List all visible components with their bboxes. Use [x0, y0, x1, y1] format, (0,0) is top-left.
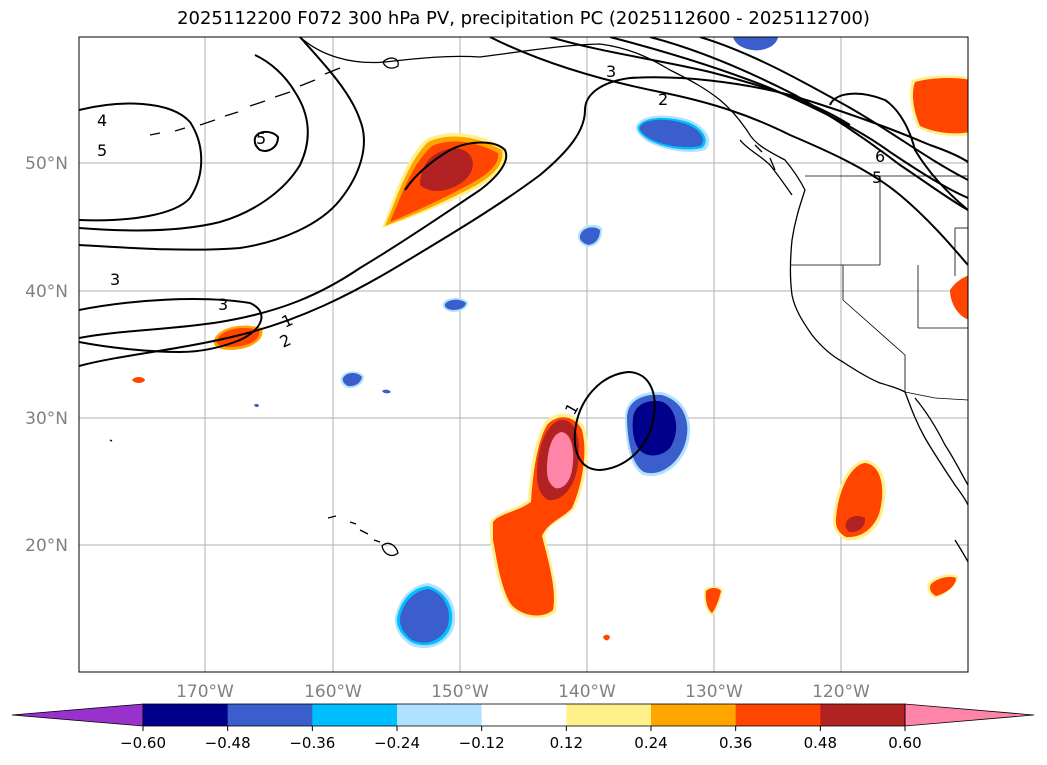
- pv-contour-4: [79, 54, 309, 232]
- colorbar-segment: [735, 704, 821, 726]
- colorbar-tick-label: 0.60: [888, 734, 921, 752]
- colorbar-ticks: −0.60 −0.48 −0.36 −0.24 −0.12 0.12 0.24 0.36 0.4…: [120, 726, 922, 752]
- colorbar-extend-low: [11, 703, 144, 727]
- coastline-small-island: [109, 439, 113, 442]
- colorbar: −0.60 −0.48 −0.36 −0.24 −0.12 0.12 0.24 0.36 0.4…: [11, 703, 1035, 752]
- lat-label-30n: 30°N: [25, 409, 68, 429]
- colorbar-segment: [820, 704, 906, 726]
- contour-label-5-inner: 5: [256, 129, 266, 148]
- colorbar-tick-label: −0.36: [289, 734, 335, 752]
- pv-contour-5: [79, 102, 203, 222]
- contour-label-3-southern: 3: [218, 295, 228, 314]
- colorbar-segment: [397, 704, 483, 726]
- anomaly-positive-pacific-nw: [950, 275, 968, 320]
- lon-label-140w: 140°W: [558, 682, 616, 702]
- pv-contour-6-east: [829, 92, 968, 211]
- pv-contours: [79, 37, 968, 472]
- colorbar-tick-label: 0.12: [550, 734, 583, 752]
- coastline-hawaii-main: [327, 515, 399, 557]
- colorbar-segments: [11, 703, 1035, 727]
- contour-label-5-west: 5: [97, 141, 107, 160]
- colorbar-tick-label: 0.48: [804, 734, 837, 752]
- pv-contour-3-southern: [79, 298, 263, 354]
- pv-contour-1: [79, 76, 968, 367]
- coastline-us-west: [789, 189, 906, 393]
- lon-label-170w: 170°W: [176, 682, 234, 702]
- contour-label-2-east: 2: [658, 90, 668, 109]
- contour-label-3-main: 3: [110, 270, 120, 289]
- colorbar-tick-label: −0.48: [205, 734, 251, 752]
- colorbar-tick-label: 0.36: [719, 734, 752, 752]
- colorbar-extend-high: [904, 703, 1035, 727]
- coastline-bc-islands: [739, 139, 793, 196]
- colorbar-tick-label: −0.60: [120, 734, 166, 752]
- anomaly-positive-peak-hawaii-ne: [547, 432, 574, 489]
- colorbar-frame: [142, 703, 906, 727]
- anomaly-positive-core-gulf-alaska: [420, 148, 473, 192]
- border-us-mexico: [904, 391, 968, 401]
- anomaly-positive-small-tropics: [603, 634, 610, 641]
- map-panel: 1 2 1 3 3 4 5 5 3 2 6 5: [78, 36, 969, 673]
- lon-label-150w: 150°W: [431, 682, 489, 702]
- colorbar-segment: [227, 704, 313, 726]
- border-ca-nv: [842, 265, 906, 392]
- anomaly-negative-small-32n: [382, 389, 391, 394]
- lon-label-130w: 130°W: [685, 682, 743, 702]
- negative-anomaly-shading: [254, 37, 778, 649]
- colorbar-segment: [566, 704, 652, 726]
- lat-label-20n: 20°N: [25, 536, 68, 556]
- colorbar-tick-label: 0.24: [634, 734, 667, 752]
- coastline-kodiak: [382, 57, 399, 69]
- pv-contour-3-main: [79, 37, 365, 251]
- coastline-mexico-mainland: [954, 539, 968, 563]
- colorbar-segment: [312, 704, 398, 726]
- anomaly-negative-core-135w-29n: [632, 400, 677, 456]
- pv-contour-5-east: [649, 37, 968, 211]
- map-frame: [78, 36, 969, 673]
- colorbar-segment: [143, 704, 229, 726]
- anomaly-negative-small-31n: [254, 403, 259, 408]
- pv-contour-5-inner: [253, 130, 280, 152]
- pv-contour-2-east: [489, 37, 968, 266]
- colorbar-tick-label: −0.24: [374, 734, 420, 752]
- lat-label-50n: 50°N: [25, 154, 68, 174]
- pv-contour-1-loop: [573, 370, 656, 472]
- latitude-labels: 50°N 40°N 30°N 20°N: [25, 154, 68, 556]
- contour-label-5-east: 5: [872, 168, 882, 187]
- pv-contour-2: [79, 141, 508, 339]
- contour-label-3-east: 3: [606, 62, 616, 81]
- lat-label-40n: 40°N: [25, 282, 68, 302]
- coastline-gulf-of-california: [914, 397, 968, 486]
- colorbar-tick-label: −0.12: [459, 734, 505, 752]
- anomaly-positive-small-35n: [132, 377, 145, 383]
- anomaly-negative-top-edge: [733, 37, 778, 51]
- pv-contour-7-east: [699, 37, 968, 181]
- lon-label-120w: 120°W: [812, 682, 870, 702]
- colorbar-segment: [481, 704, 567, 726]
- contour-label-6-east: 6: [875, 147, 885, 166]
- colorbar-segment: [651, 704, 737, 726]
- coastline-aleutian-chain: [149, 67, 341, 136]
- political-borders: [790, 175, 968, 401]
- positive-anomaly-shading: [132, 75, 968, 641]
- coastline-baja-california: [904, 391, 968, 506]
- lon-label-160w: 160°W: [304, 682, 362, 702]
- gridlines: [79, 37, 968, 672]
- contour-label-4: 4: [97, 111, 107, 130]
- longitude-labels: 170°W 160°W 150°W 140°W 130°W 120°W: [176, 682, 870, 702]
- map-title: 2025112200 F072 300 hPa PV, precipitatio…: [177, 8, 870, 29]
